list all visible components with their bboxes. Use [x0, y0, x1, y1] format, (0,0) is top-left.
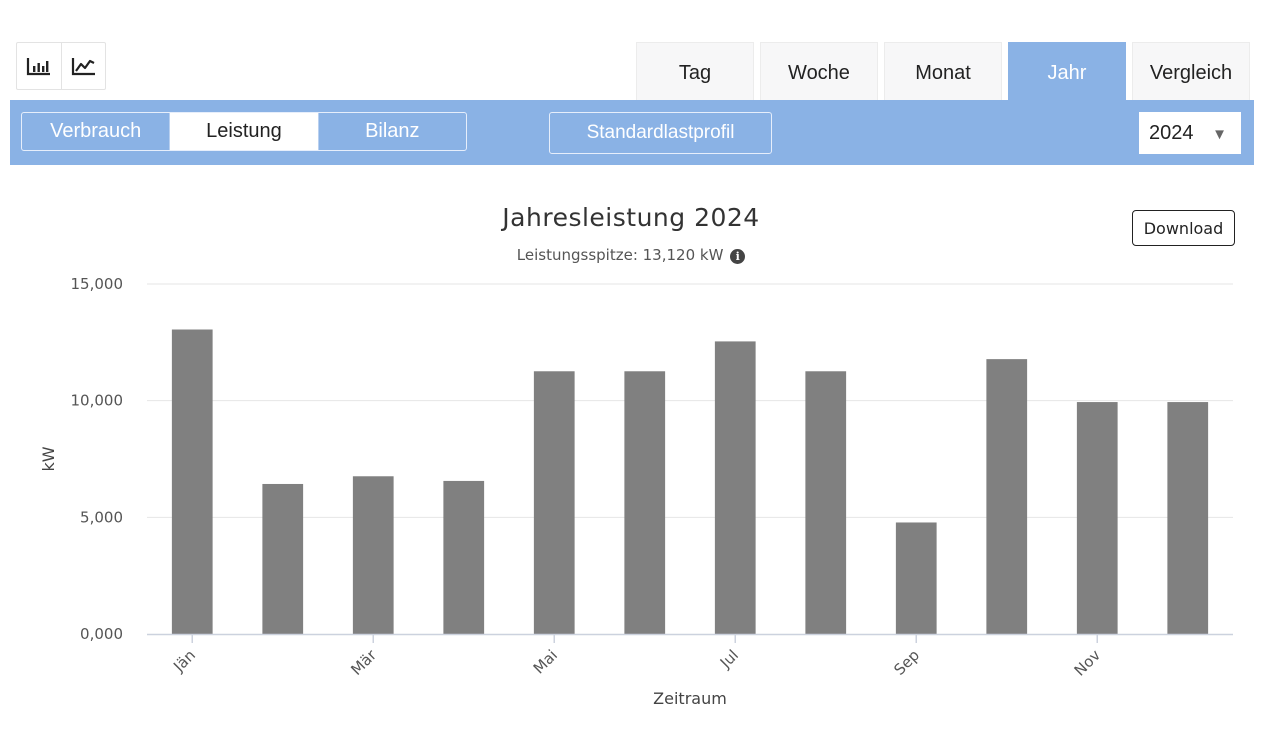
tab-monat[interactable]: Monat: [884, 42, 1002, 101]
bar-chart-icon: [26, 58, 50, 76]
chart-toolbar: Verbrauch Leistung Bilanz Standardlastpr…: [10, 100, 1254, 165]
x-axis-title: Zeitraum: [653, 689, 727, 708]
bar[interactable]: [714, 341, 756, 634]
bar-chart: 0,000 5,000 10,000 15,000 Jän Mär Mai Jul Sep Nov…: [39, 275, 1233, 708]
bar[interactable]: [443, 480, 485, 634]
x-tick-label: Jul: [716, 646, 742, 672]
segment-bilanz[interactable]: Bilanz: [317, 113, 466, 150]
y-tick-label: 0,000: [80, 625, 123, 643]
x-tick-label: Jän: [169, 646, 199, 676]
bar[interactable]: [262, 483, 304, 634]
bar[interactable]: [1076, 402, 1118, 634]
bar[interactable]: [805, 371, 847, 634]
line-chart-view-button[interactable]: [61, 43, 105, 89]
y-tick-label: 5,000: [80, 508, 123, 526]
line-chart-icon: [71, 58, 95, 76]
standard-load-profile-button[interactable]: Standardlastprofil: [549, 112, 772, 154]
y-tick-label: 15,000: [71, 275, 124, 293]
chart-view-toggle: [16, 42, 106, 90]
period-tabs: Tag Woche Monat Jahr Vergleich: [636, 42, 1250, 101]
dropdown-caret-icon: ▼: [1212, 126, 1227, 143]
x-tick-label: Nov: [1071, 646, 1105, 680]
metric-segmented-control: Verbrauch Leistung Bilanz: [21, 112, 467, 151]
tab-tag[interactable]: Tag: [636, 42, 754, 101]
segment-verbrauch[interactable]: Verbrauch: [50, 120, 142, 142]
peak-power-text: Leistungsspitze: 13,120 kW: [516, 246, 724, 264]
chart-subtitle: Leistungsspitze: 13,120 kW i: [0, 246, 1262, 264]
bar-chart-view-button[interactable]: [17, 43, 61, 89]
y-axis-title: kW: [39, 446, 58, 471]
bar[interactable]: [624, 371, 666, 634]
bar[interactable]: [171, 329, 213, 635]
bar[interactable]: [533, 371, 575, 634]
bar[interactable]: [895, 522, 937, 634]
segment-leistung[interactable]: Leistung: [169, 113, 318, 150]
y-tick-label: 10,000: [71, 392, 124, 410]
year-select[interactable]: 2024 ▼: [1139, 112, 1241, 154]
x-tick-label: Mär: [347, 646, 380, 679]
x-tick-label: Mai: [530, 646, 561, 677]
bar[interactable]: [986, 359, 1028, 634]
tab-vergleich[interactable]: Vergleich: [1132, 42, 1250, 101]
chart-title: Jahresleistung 2024: [502, 203, 760, 232]
x-tick-label: Sep: [890, 646, 923, 679]
year-select-value: 2024: [1149, 121, 1194, 144]
tab-jahr[interactable]: Jahr: [1008, 42, 1126, 101]
bar[interactable]: [352, 476, 394, 634]
download-button[interactable]: Download: [1132, 210, 1235, 246]
bar[interactable]: [1167, 402, 1209, 634]
info-icon[interactable]: i: [730, 249, 746, 264]
tab-woche[interactable]: Woche: [760, 42, 878, 101]
